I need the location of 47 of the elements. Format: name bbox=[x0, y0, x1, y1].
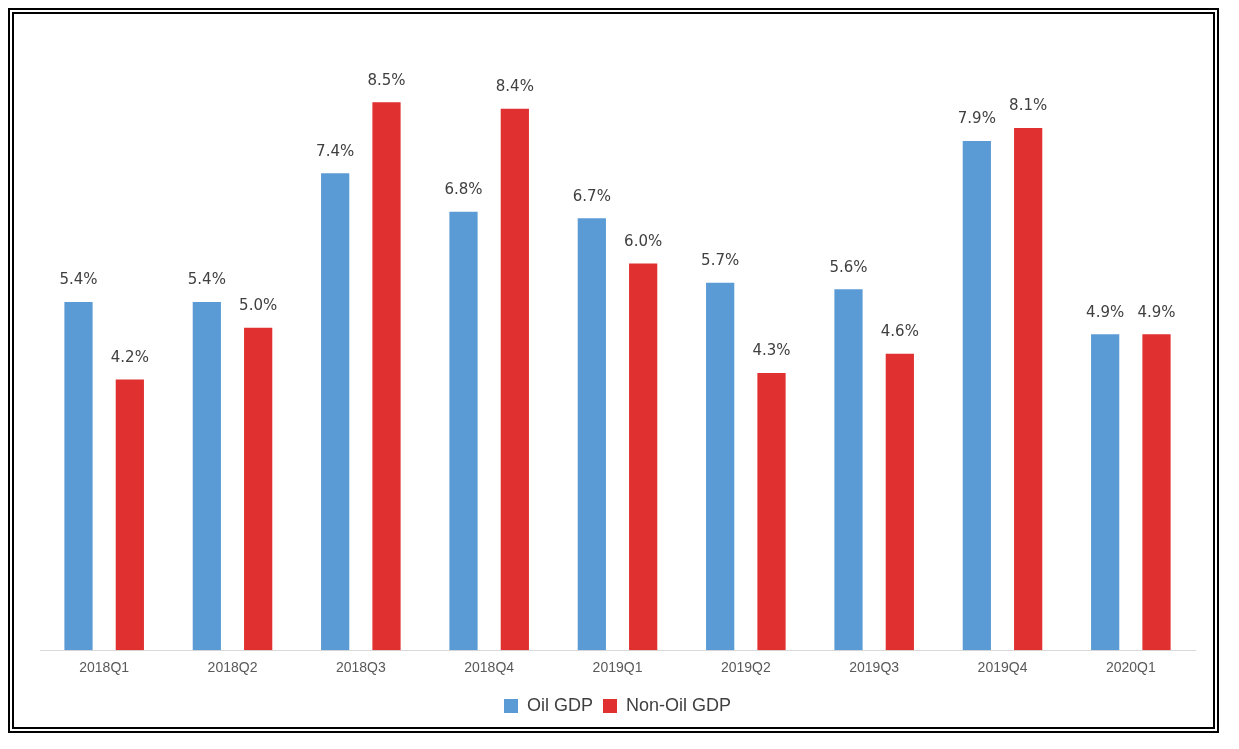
bar bbox=[1091, 334, 1120, 651]
data-label: 4.2% bbox=[110, 347, 149, 366]
x-tick-label: 2018Q3 bbox=[335, 659, 386, 676]
x-tick-label: 2020Q1 bbox=[1105, 659, 1156, 676]
bar bbox=[372, 102, 401, 651]
data-label: 4.3% bbox=[752, 341, 791, 360]
bar bbox=[885, 353, 914, 651]
x-tick-label: 2019Q1 bbox=[592, 659, 643, 676]
bar bbox=[115, 379, 144, 651]
data-label: 5.0% bbox=[239, 296, 278, 315]
bar bbox=[449, 211, 478, 651]
bar bbox=[192, 302, 221, 651]
x-tick-label: 2019Q4 bbox=[977, 659, 1028, 676]
data-label: 6.8% bbox=[444, 180, 483, 199]
data-label: 8.5% bbox=[367, 70, 406, 89]
data-label: 8.4% bbox=[495, 77, 534, 96]
bar bbox=[64, 302, 93, 651]
data-label: 4.9% bbox=[1137, 302, 1176, 321]
data-label: 4.6% bbox=[880, 322, 919, 341]
bar bbox=[834, 289, 863, 651]
legend-label: Oil GDP bbox=[526, 694, 593, 715]
bar bbox=[1014, 128, 1043, 651]
bar bbox=[962, 140, 991, 651]
x-tick-label: 2019Q2 bbox=[720, 659, 771, 676]
data-label: 8.1% bbox=[1009, 96, 1048, 115]
bar bbox=[577, 218, 606, 651]
data-label: 5.6% bbox=[829, 257, 868, 276]
bar bbox=[629, 263, 658, 651]
data-label: 5.4% bbox=[187, 270, 226, 289]
data-label: 5.4% bbox=[59, 270, 98, 289]
legend-label: Non-Oil GDP bbox=[625, 694, 732, 715]
x-tick-label: 2018Q2 bbox=[207, 659, 258, 676]
data-label: 7.4% bbox=[316, 141, 355, 160]
x-tick-label: 2018Q1 bbox=[79, 659, 130, 676]
bar bbox=[244, 327, 273, 651]
data-label: 7.9% bbox=[957, 109, 996, 128]
bar bbox=[757, 372, 786, 651]
bar bbox=[1142, 334, 1171, 651]
bar bbox=[500, 108, 529, 651]
data-label: 6.0% bbox=[624, 231, 663, 250]
data-label: 6.7% bbox=[572, 186, 611, 205]
x-tick-label: 2019Q3 bbox=[849, 659, 900, 676]
bar bbox=[706, 282, 735, 651]
data-label: 5.7% bbox=[701, 251, 740, 270]
data-label: 4.9% bbox=[1086, 302, 1125, 321]
bar bbox=[321, 173, 350, 651]
x-tick-label: 2018Q4 bbox=[464, 659, 515, 676]
